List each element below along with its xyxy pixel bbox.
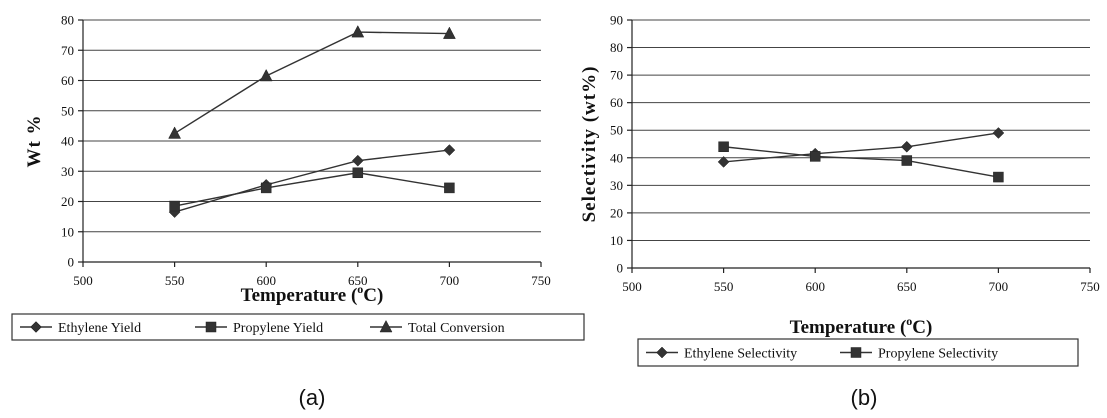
x-tick-label: 600 bbox=[805, 279, 825, 294]
x-axis-title-degree: o bbox=[906, 314, 912, 328]
x-axis-title-degree: o bbox=[357, 282, 363, 296]
series-square bbox=[169, 167, 455, 212]
y-tick-label: 10 bbox=[61, 224, 74, 239]
y-tick-label: 20 bbox=[61, 194, 74, 209]
legend-item: Propylene Selectivity bbox=[840, 347, 998, 362]
y-tick-label: 70 bbox=[610, 68, 623, 83]
data-point bbox=[717, 156, 730, 168]
legend-item: Ethylene Yield bbox=[20, 321, 141, 336]
data-point bbox=[992, 127, 1005, 139]
x-tick-label: 500 bbox=[73, 273, 93, 288]
legend: Ethylene Selectivity Propylene Selectivit… bbox=[637, 338, 1079, 367]
data-point bbox=[901, 155, 913, 166]
figure-caption: (a) bbox=[299, 385, 326, 410]
x-axis-title-main: Temperature ( bbox=[241, 285, 358, 306]
data-point bbox=[169, 200, 180, 212]
data-point bbox=[351, 25, 365, 38]
x-axis-title: Temperature (oC) bbox=[790, 314, 933, 338]
series-line bbox=[723, 146, 999, 178]
y-tick-label: 30 bbox=[610, 178, 623, 193]
x-tick-label: 500 bbox=[622, 279, 642, 294]
data-point bbox=[444, 182, 455, 194]
legend-marker bbox=[379, 319, 393, 333]
y-tick-label: 70 bbox=[61, 43, 74, 58]
data-point bbox=[351, 154, 364, 167]
series-square bbox=[718, 141, 1004, 183]
series-line bbox=[174, 172, 450, 207]
x-axis-title-unit: C) bbox=[363, 285, 383, 306]
legend-marker bbox=[205, 321, 217, 333]
series-line bbox=[174, 31, 450, 135]
legend-label: Propylene Selectivity bbox=[878, 347, 998, 362]
data-point bbox=[900, 140, 913, 153]
y-axis-title: Selectivity (wt%) bbox=[579, 66, 600, 223]
data-point bbox=[168, 126, 182, 139]
series-line bbox=[174, 149, 450, 213]
y-tick-label: 40 bbox=[610, 150, 623, 165]
data-point bbox=[259, 68, 273, 82]
series-diamond bbox=[717, 127, 1005, 168]
legend-label: Ethylene Selectivity bbox=[684, 347, 797, 362]
legend-label: Ethylene Yield bbox=[58, 321, 141, 336]
series-triangle bbox=[168, 25, 456, 139]
y-tick-label: 40 bbox=[61, 134, 74, 149]
data-point bbox=[352, 167, 364, 179]
legend-item: Ethylene Selectivity bbox=[646, 347, 797, 362]
data-point bbox=[442, 26, 456, 39]
legend-label: Total Conversion bbox=[408, 321, 505, 336]
legend-label: Propylene Yield bbox=[233, 321, 323, 336]
x-axis-title: Temperature (oC) bbox=[241, 282, 384, 306]
x-tick-label: 650 bbox=[897, 279, 917, 294]
chart-b: 0 10 20 30 40 50 60 70 80 90 500 550 600 650 700 750 Tem… bbox=[579, 13, 1100, 411]
y-tick-label: 60 bbox=[61, 73, 74, 88]
x-tick-label: 550 bbox=[165, 273, 185, 288]
y-tick-label: 80 bbox=[610, 40, 623, 55]
x-tick-label: 550 bbox=[714, 279, 734, 294]
chart-a: 0 10 20 30 40 50 60 70 80 500 550 600 650 700 750 Tempe… bbox=[11, 13, 585, 410]
legend-box bbox=[11, 313, 585, 341]
x-tick-label: 750 bbox=[1080, 279, 1100, 294]
y-tick-label: 50 bbox=[61, 103, 74, 118]
data-point bbox=[260, 182, 272, 194]
x-tick-label: 650 bbox=[348, 273, 368, 288]
legend: Ethylene Yield Propylene Yield Total Conve… bbox=[11, 313, 585, 341]
figure-caption: (b) bbox=[851, 385, 878, 410]
y-tick-label: 0 bbox=[617, 261, 624, 276]
data-point bbox=[443, 144, 456, 156]
y-tick-label: 80 bbox=[61, 13, 74, 28]
x-tick-label: 600 bbox=[256, 273, 276, 288]
x-tick-label: 700 bbox=[440, 273, 460, 288]
y-tick-label: 10 bbox=[610, 233, 623, 248]
legend-item: Total Conversion bbox=[370, 319, 505, 336]
legend-marker bbox=[30, 321, 42, 333]
y-tick-label: 0 bbox=[68, 255, 75, 270]
data-point bbox=[809, 151, 821, 162]
legend-marker bbox=[850, 347, 862, 358]
x-tick-label: 700 bbox=[989, 279, 1009, 294]
legend-item: Propylene Yield bbox=[195, 321, 323, 336]
x-tick-label: 750 bbox=[531, 273, 551, 288]
data-point bbox=[993, 171, 1004, 183]
data-point bbox=[718, 141, 729, 153]
y-tick-label: 20 bbox=[610, 205, 623, 220]
y-tick-label: 50 bbox=[610, 123, 623, 138]
y-tick-label: 60 bbox=[610, 95, 623, 110]
y-tick-label: 30 bbox=[61, 164, 74, 179]
x-axis-title-main: Temperature ( bbox=[790, 317, 907, 338]
y-axis-title: Wt % bbox=[24, 114, 45, 167]
x-axis-title-unit: C) bbox=[912, 317, 932, 338]
y-tick-label: 90 bbox=[610, 13, 623, 28]
series-line bbox=[723, 132, 999, 163]
legend-marker bbox=[656, 346, 668, 359]
